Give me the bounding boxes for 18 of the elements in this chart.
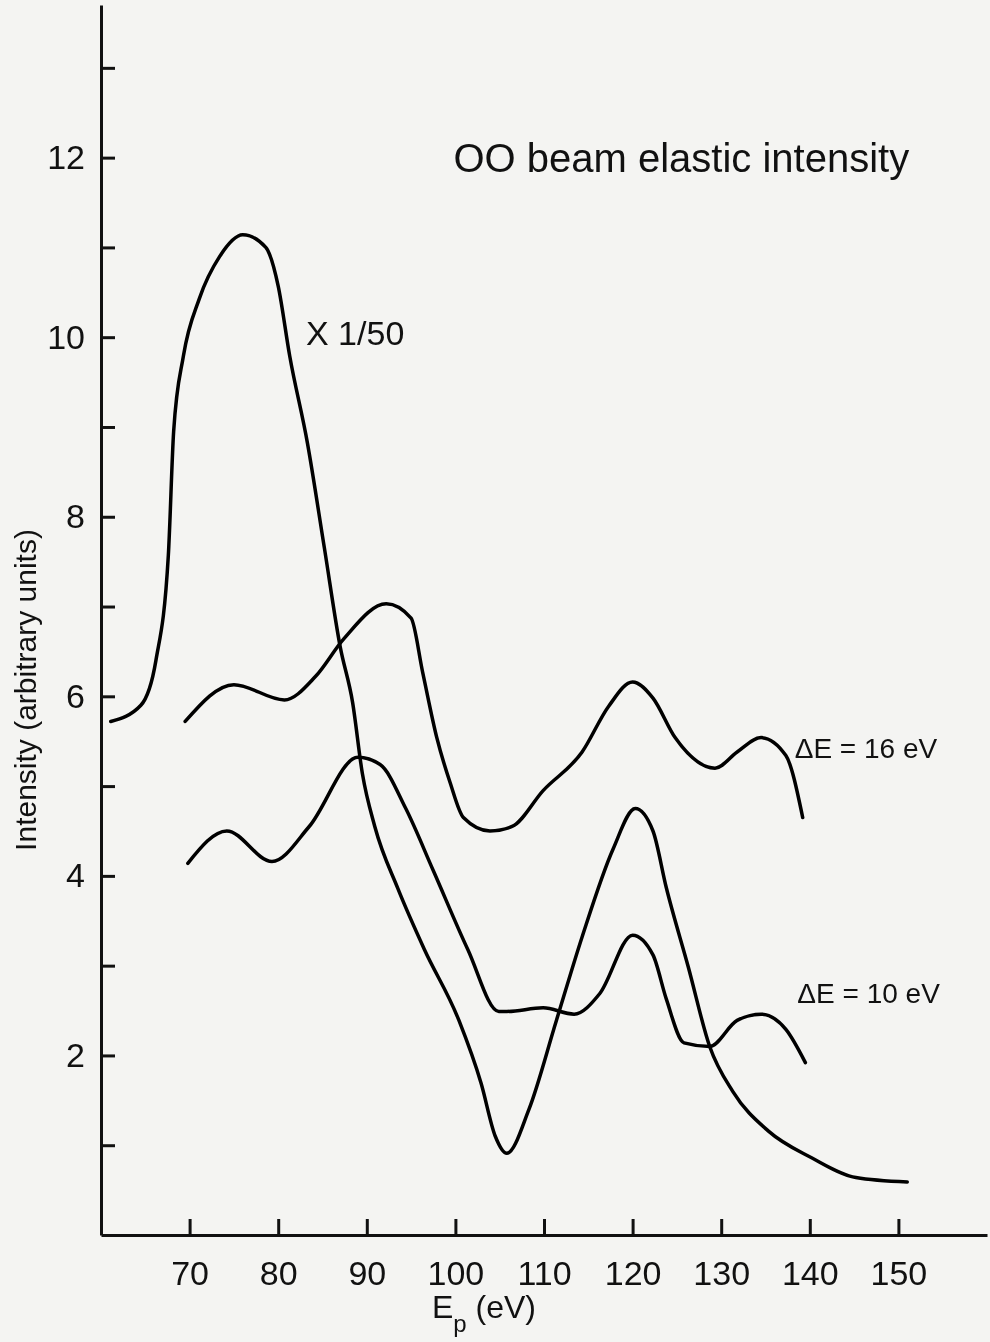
x-tick-label: 130	[693, 1254, 751, 1293]
y-tick-label: 10	[47, 317, 85, 356]
y-tick-label: 8	[66, 497, 85, 536]
y-tick-label: 2	[66, 1035, 85, 1074]
x-tick-label: 90	[348, 1254, 387, 1293]
y-tick-label: 4	[66, 856, 85, 895]
text: OO beam elastic intensity	[453, 135, 910, 180]
series-label: ΔE = 16 eV	[794, 732, 938, 764]
x-tick-label: 120	[604, 1254, 662, 1293]
x-tick-label: 80	[259, 1254, 298, 1293]
y-tick-label: 6	[66, 676, 85, 715]
annotation: X 1/50	[306, 314, 405, 352]
y-axis-title: Intensity (arbitrary units)	[9, 529, 42, 851]
x-tick-label: 70	[171, 1254, 210, 1293]
series-label: ΔE = 10 eV	[797, 977, 941, 1009]
x-tick-label: 140	[781, 1254, 839, 1293]
x-tick-label: 150	[870, 1254, 928, 1293]
y-tick-label: 12	[47, 138, 85, 177]
